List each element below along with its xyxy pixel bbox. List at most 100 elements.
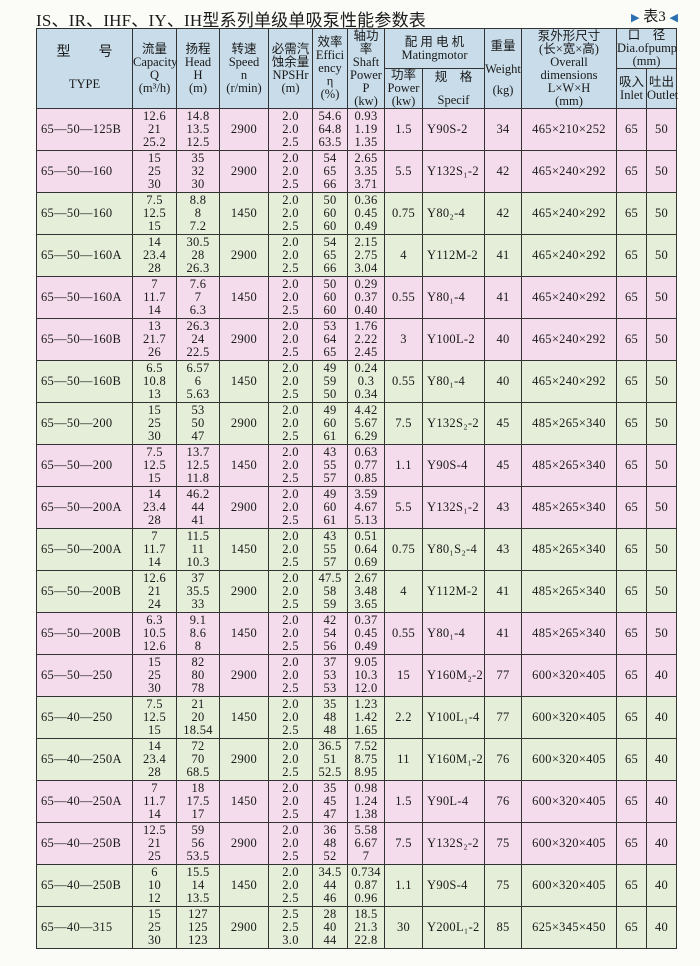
table-row: 65—40—250B 6 10 12 15.5 14 13.5 1450 2.0 2.0 2.5 34… bbox=[36, 864, 677, 907]
weight-cell: 42 bbox=[484, 150, 522, 193]
header-text: Shaft bbox=[352, 54, 380, 69]
capacity-cell: 7 11.7 14 bbox=[132, 528, 177, 571]
npsh-cell-value: 2.0 bbox=[282, 277, 299, 291]
weight-cell: 76 bbox=[484, 738, 522, 781]
capacity-cell-value: 7 bbox=[151, 277, 158, 291]
head-cell-value: 35 bbox=[191, 151, 205, 165]
efficiency-cell-value: 64.8 bbox=[318, 122, 342, 136]
motor-spec-cell: Y90S-4 bbox=[422, 444, 485, 487]
capacity-cell-value: 15 bbox=[147, 403, 162, 417]
capacity-cell-value: 24 bbox=[147, 597, 162, 611]
capacity-cell: 15 25 30 bbox=[132, 654, 177, 697]
shaft-power-cell-value: 8.75 bbox=[354, 752, 378, 766]
header-text: 配 用 电 机 bbox=[404, 34, 465, 49]
inlet-cell: 65 bbox=[616, 486, 647, 529]
head-cell-value: 21 bbox=[191, 697, 205, 711]
capacity-cell-value: 14 bbox=[147, 807, 162, 821]
dimensions-cell: 465×240×292 bbox=[521, 150, 617, 193]
shaft-power-cell-value: 0.34 bbox=[354, 387, 378, 401]
npsh-cell-value: 2.0 bbox=[282, 500, 299, 514]
shaft-power-cell-value: 0.45 bbox=[354, 206, 378, 220]
head-cell-value: 17 bbox=[191, 807, 205, 821]
head-cell: 26.3 24 22.5 bbox=[176, 318, 220, 361]
shaft-power-cell: 0.98 1.24 1.38 bbox=[347, 780, 385, 823]
shaft-power-cell-value: 0.93 bbox=[354, 109, 378, 123]
npsh-cell-value: 2.5 bbox=[282, 513, 299, 527]
shaft-power-cell-value: 7.52 bbox=[354, 739, 378, 753]
npsh-cell-value: 2.0 bbox=[282, 668, 299, 682]
motor-spec-cell: Y112M-2 bbox=[422, 570, 485, 613]
head-cell-value: 68.5 bbox=[186, 765, 210, 779]
shaft-power-cell-value: 12.0 bbox=[354, 681, 378, 695]
inlet-cell: 65 bbox=[616, 108, 647, 151]
efficiency-cell-value: 60 bbox=[323, 416, 337, 430]
dimensions-cell: 485×265×340 bbox=[521, 612, 617, 655]
shaft-power-cell-value: 3.48 bbox=[354, 584, 378, 598]
header-efficiency: 效率 Effici ency η (%) bbox=[312, 28, 348, 109]
head-cell-value: 13.7 bbox=[186, 445, 210, 459]
capacity-cell-value: 21 bbox=[147, 122, 162, 136]
weight-cell: 45 bbox=[484, 402, 522, 445]
capacity-cell: 12.6 21 25.2 bbox=[132, 108, 177, 151]
outlet-cell: 40 bbox=[646, 822, 677, 865]
shaft-power-cell-value: 6.67 bbox=[354, 836, 378, 850]
shaft-power-cell-value: 1.19 bbox=[354, 122, 378, 136]
header-text: 轴功率 bbox=[353, 28, 379, 56]
model-cell: 65—50—160 bbox=[36, 192, 133, 235]
capacity-cell-value: 11.7 bbox=[143, 290, 166, 304]
efficiency-cell: 54.6 64.8 63.5 bbox=[312, 108, 348, 151]
table-row: 65—50—200B 6.3 10.5 12.6 9.1 8.6 8 1450 2.0 2.0 2.… bbox=[36, 612, 677, 655]
head-cell-value: 12.5 bbox=[186, 135, 210, 149]
npsh-cell-value: 2.5 bbox=[282, 135, 299, 149]
efficiency-cell-value: 54 bbox=[323, 626, 337, 640]
header-text: P bbox=[362, 80, 370, 95]
capacity-cell-value: 15 bbox=[147, 907, 162, 921]
shaft-power-cell: 9.05 10.3 12.0 bbox=[347, 654, 385, 697]
npsh-cell-value: 2.0 bbox=[282, 151, 299, 165]
npsh-cell-value: 2.0 bbox=[282, 319, 299, 333]
header-outlet: 吐出 Outlet bbox=[646, 68, 678, 109]
shaft-power-cell-value: 0.98 bbox=[354, 781, 378, 795]
table-row: 65—50—200A 7 11.7 14 11.5 11 10.3 1450 2.0 2.0 2.5… bbox=[36, 528, 677, 571]
inlet-cell: 65 bbox=[616, 444, 647, 487]
shaft-power-cell-value: 0.37 bbox=[354, 613, 378, 627]
motor-power-cell: 1.1 bbox=[384, 864, 423, 907]
efficiency-cell-value: 50 bbox=[323, 277, 337, 291]
table-row: 65—50—200A 14 23.4 28 46.2 44 41 2900 2.0 2.0 2.5 4… bbox=[36, 486, 677, 529]
npsh-cell-value: 2.5 bbox=[282, 723, 299, 737]
weight-cell: 40 bbox=[484, 318, 522, 361]
capacity-cell-value: 12.6 bbox=[142, 639, 167, 653]
efficiency-cell-value: 28 bbox=[323, 907, 337, 921]
npsh-cell-value: 2.0 bbox=[282, 794, 299, 808]
head-cell-value: 11.5 bbox=[186, 529, 210, 543]
motor-power-cell: 1.5 bbox=[384, 108, 423, 151]
dimensions-cell: 465×240×292 bbox=[521, 360, 617, 403]
model-cell: 65—50—200A bbox=[36, 528, 133, 571]
head-cell-value: 11.8 bbox=[186, 471, 210, 485]
npsh-cell-value: 2.0 bbox=[282, 739, 299, 753]
capacity-cell: 14 23.4 28 bbox=[132, 234, 177, 277]
efficiency-cell: 36 48 52 bbox=[312, 822, 348, 865]
capacity-cell: 7.5 12.5 15 bbox=[132, 444, 177, 487]
outlet-cell: 50 bbox=[646, 528, 677, 571]
head-cell-value: 56 bbox=[191, 836, 205, 850]
npsh-cell-value: 2.0 bbox=[282, 164, 299, 178]
shaft-power-cell-value: 4.42 bbox=[354, 403, 378, 417]
speed-cell: 1450 bbox=[219, 360, 269, 403]
speed-cell: 1450 bbox=[219, 612, 269, 655]
motor-spec-cell: Y160M₂-2 bbox=[422, 654, 485, 697]
efficiency-cell-value: 35 bbox=[323, 697, 337, 711]
capacity-cell-value: 7.5 bbox=[146, 445, 163, 459]
efficiency-cell-value: 60 bbox=[323, 219, 337, 233]
efficiency-cell-value: 45 bbox=[323, 794, 337, 808]
efficiency-cell-value: 34.5 bbox=[318, 865, 342, 879]
motor-power-cell: 0.75 bbox=[384, 192, 423, 235]
weight-cell: 43 bbox=[484, 486, 522, 529]
capacity-cell-value: 6.5 bbox=[146, 361, 163, 375]
table-row: 65—50—160B 13 21.7 26 26.3 24 22.5 2900 2.0 2.0 2.… bbox=[36, 318, 677, 361]
dimensions-cell: 600×320×405 bbox=[521, 654, 617, 697]
efficiency-cell: 54 65 66 bbox=[312, 234, 348, 277]
shaft-power-cell-value: 1.38 bbox=[354, 807, 378, 821]
shaft-power-cell: 0.51 0.64 0.69 bbox=[347, 528, 385, 571]
capacity-cell-value: 25.2 bbox=[142, 135, 167, 149]
